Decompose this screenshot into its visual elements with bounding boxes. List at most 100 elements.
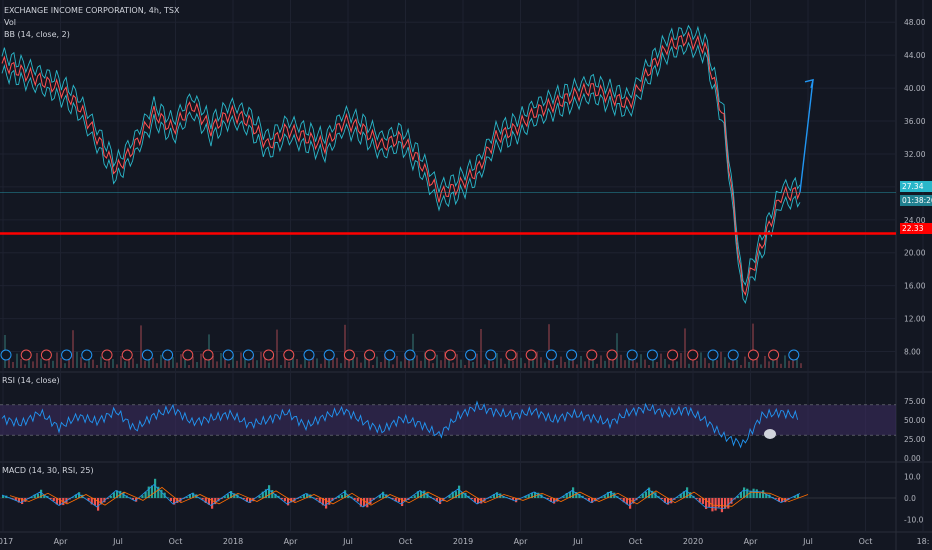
- macd-histogram-bar: [527, 494, 530, 498]
- macd-histogram-bar: [686, 487, 689, 498]
- x-tick-label: Jul: [802, 537, 813, 546]
- macd-histogram-bar: [160, 489, 163, 498]
- dividend-marker: [61, 349, 73, 361]
- volume-bar: [376, 356, 378, 368]
- macd-histogram-bar: [565, 493, 568, 498]
- volume-bar: [696, 360, 698, 368]
- earnings-marker: [101, 349, 113, 361]
- macd-histogram-bar: [413, 495, 416, 498]
- macd-histogram-bar: [116, 490, 119, 498]
- volume-bar: [180, 354, 182, 368]
- price-panel[interactable]: [0, 24, 896, 368]
- macd-histogram-bar: [274, 493, 277, 498]
- macd-histogram-bar: [391, 498, 394, 500]
- volume-bar: [536, 351, 538, 368]
- macd-histogram-bar: [651, 490, 654, 498]
- macd-histogram-bar: [619, 498, 622, 499]
- dividend-marker: [384, 349, 396, 361]
- macd-histogram-bar: [774, 498, 777, 499]
- macd-histogram-bar: [321, 498, 325, 506]
- volume-bar: [516, 352, 518, 368]
- macd-histogram-bar: [432, 498, 435, 499]
- macd-histogram-bar: [176, 498, 179, 503]
- dividend-marker: [626, 349, 638, 361]
- macd-histogram-bar: [641, 493, 644, 498]
- volume-bar: [592, 358, 594, 368]
- price-tick-label: 36.00: [904, 117, 926, 126]
- axes: 2017 Apr Jul Oct 2018 Apr Jul Oct 2019 Apr Jul Oct 2…: [0, 18, 929, 546]
- x-tick-label: Jul: [112, 537, 123, 546]
- macd-histogram-bar: [587, 498, 591, 501]
- volume-bar: [764, 356, 766, 368]
- volume-bar: [136, 363, 138, 368]
- volume-bar: [328, 360, 330, 368]
- macd-histogram-bar: [644, 491, 648, 498]
- volume-bar: [356, 357, 358, 368]
- volume-bar: [420, 360, 422, 368]
- macd-histogram-bar: [52, 498, 55, 502]
- dividend-marker: [0, 349, 12, 361]
- volume-bar: [296, 359, 298, 368]
- volume-bar: [460, 359, 462, 368]
- volume-bar: [556, 365, 558, 368]
- volume-bar: [588, 353, 590, 368]
- x-tick-label: 2018: [223, 537, 243, 546]
- macd-histogram-bar: [359, 498, 363, 507]
- macd-histogram-bar: [122, 492, 125, 498]
- macd-histogram-bar: [340, 494, 344, 498]
- volume-bar: [784, 355, 786, 368]
- volume-bar: [20, 359, 22, 368]
- volume-bar: [624, 360, 626, 368]
- volume-bar: [568, 353, 570, 368]
- macd-histogram-bar: [546, 498, 549, 500]
- macd-histogram-bar: [242, 498, 245, 500]
- volume-bar: [248, 363, 250, 368]
- volume-bar: [644, 359, 646, 368]
- macd-panel[interactable]: [0, 478, 896, 513]
- volume-bar: [388, 359, 390, 368]
- volume-bar: [240, 352, 242, 368]
- macd-histogram-bar: [188, 494, 192, 498]
- x-tick-label: Oct: [399, 537, 413, 546]
- earnings-marker: [444, 349, 456, 361]
- volume-bar: [712, 354, 714, 368]
- volume-bar: [28, 356, 30, 368]
- macd-histogram-bar: [496, 492, 499, 498]
- earnings-marker: [667, 349, 679, 361]
- macd-histogram-bar: [97, 498, 100, 511]
- macd-histogram-bar: [264, 489, 268, 498]
- macd-histogram-bar: [410, 496, 413, 498]
- x-tick-label: Oct: [629, 537, 643, 546]
- rsi-panel[interactable]: [0, 400, 896, 449]
- volume-bar: [452, 362, 454, 368]
- volume-bar: [652, 356, 654, 368]
- volume-bar: [492, 361, 494, 368]
- volume-bar: [384, 353, 386, 368]
- volume-bar: [448, 357, 450, 368]
- macd-histogram-bar: [30, 497, 33, 498]
- macd-histogram-bar: [207, 498, 211, 505]
- volume-bar: [280, 365, 282, 368]
- macd-histogram-bar: [220, 498, 223, 500]
- macd-histogram-bar: [71, 497, 74, 498]
- macd-histogram-bar: [530, 492, 534, 498]
- volume-bar: [200, 353, 202, 368]
- macd-histogram-bar: [622, 498, 625, 503]
- macd-histogram-bar: [74, 494, 78, 498]
- volume-bar: [680, 353, 682, 368]
- volume-bar: [224, 358, 226, 368]
- volume-bar: [372, 365, 374, 368]
- volume-bar: [704, 357, 706, 368]
- dividend-marker: [323, 349, 335, 361]
- volume-bar: [244, 357, 246, 368]
- volume-bar: [476, 353, 478, 368]
- macd-histogram-bar: [676, 497, 679, 498]
- macd-histogram-bar: [185, 496, 188, 498]
- macd-histogram-bar: [150, 485, 154, 498]
- earnings-marker: [283, 349, 295, 361]
- volume-bar: [232, 355, 234, 368]
- volume-bar: [576, 364, 578, 368]
- volume-bar: [64, 363, 66, 368]
- macd-histogram-bar: [714, 498, 717, 511]
